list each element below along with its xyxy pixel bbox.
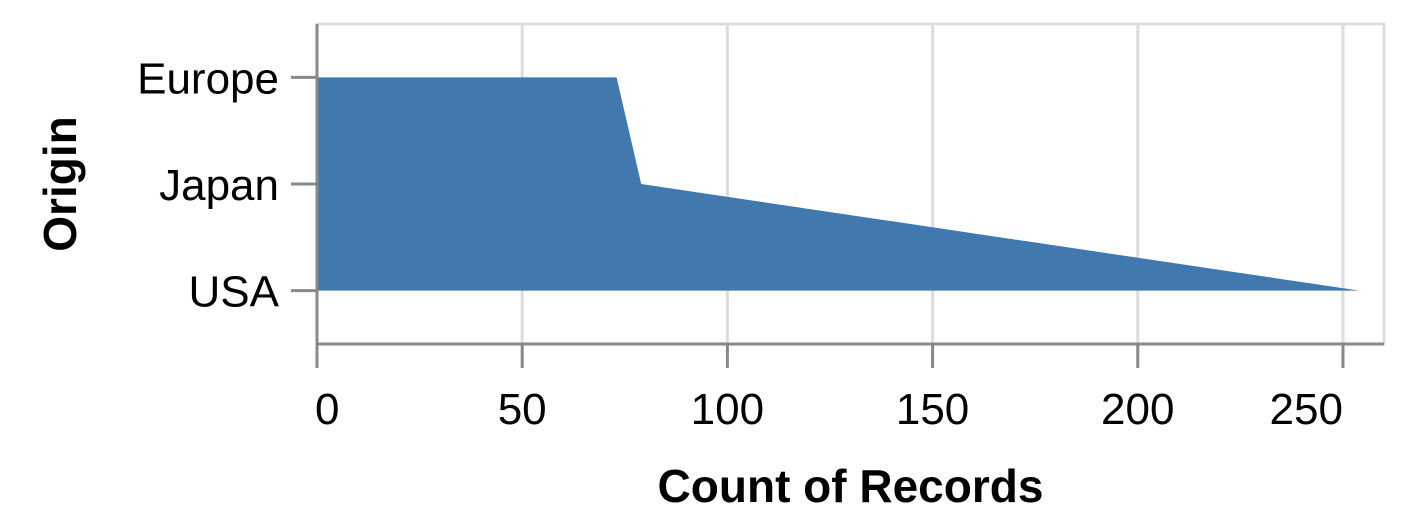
- x-axis: 0 50 100 150 200 250: [315, 342, 1384, 434]
- x-axis-title: Count of Records: [658, 460, 1044, 512]
- x-tick-label: 200: [1101, 385, 1174, 434]
- y-axis: Europe Japan USA: [137, 24, 319, 344]
- x-tick-label: 100: [691, 385, 764, 434]
- x-tick-label: 0: [315, 385, 339, 434]
- x-tick-label: 150: [896, 385, 969, 434]
- y-tick-label: Europe: [137, 54, 279, 103]
- x-tick-label: 50: [498, 385, 547, 434]
- area-series: [317, 77, 1360, 291]
- y-tick-label: Japan: [159, 161, 279, 210]
- y-axis-title: Origin: [34, 116, 86, 251]
- x-tick-label: 250: [1270, 385, 1343, 434]
- y-tick-label: USA: [189, 268, 280, 317]
